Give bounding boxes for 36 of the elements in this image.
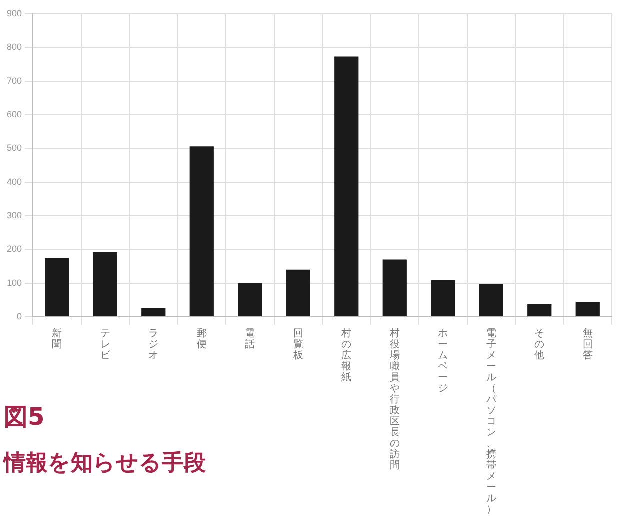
bar	[431, 280, 456, 316]
x-tick-label: ホームページ	[438, 328, 448, 394]
bar	[190, 146, 214, 316]
category-label: 電子メール（パソコン、携帯メール）	[486, 328, 496, 516]
y-tick-label: 900	[6, 8, 22, 18]
x-tick-label: その他	[534, 328, 545, 362]
bar	[93, 252, 118, 316]
y-tick-label: 0	[17, 311, 22, 322]
x-tick-label: 新聞	[52, 327, 62, 350]
category-label: 村役場職員や行政区長の訪問	[390, 328, 400, 472]
bar	[334, 56, 359, 316]
bar	[45, 258, 70, 316]
y-tick-label: 200	[6, 244, 22, 254]
bar	[286, 270, 310, 316]
x-tick-label: ラジオ	[148, 328, 159, 362]
y-tick-label: 800	[6, 42, 22, 52]
y-tick-label: 400	[6, 176, 22, 187]
y-tick-label: 100	[6, 278, 22, 288]
x-tick-label: 村の広報紙	[340, 327, 352, 384]
x-tick-label: 回覧板	[292, 328, 304, 362]
y-tick-label: 300	[6, 210, 22, 220]
bar	[528, 304, 552, 316]
bar	[479, 284, 504, 316]
y-tick-label: 700	[6, 76, 22, 86]
x-tick-label: テレビ	[100, 328, 112, 362]
text: 図5	[4, 402, 45, 432]
bar	[382, 260, 407, 316]
x-tick-label: 郵便	[196, 327, 207, 350]
y-tick-label: 600	[6, 109, 22, 120]
x-tick-label: 電話	[245, 328, 256, 350]
text: 情報を知らせる手段	[4, 450, 206, 478]
x-tick-label: 無回答	[582, 327, 593, 362]
y-tick-label: 500	[6, 143, 22, 154]
bar	[142, 308, 166, 316]
bar	[238, 283, 262, 316]
bar	[576, 302, 600, 316]
